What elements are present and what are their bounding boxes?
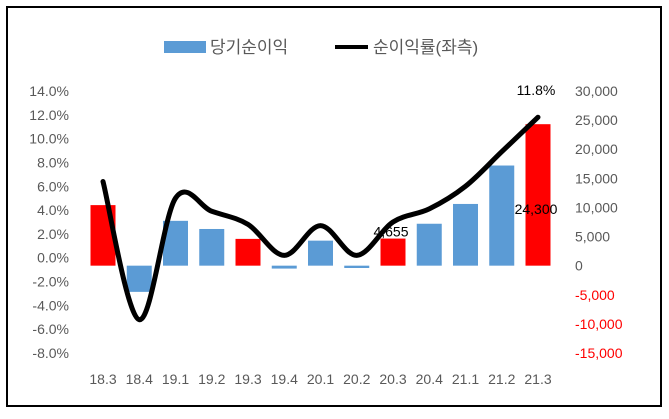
right-axis-ticks: 30,000 25,000 20,000 15,000 10,000 5,000 0 -5,0…	[575, 83, 623, 361]
left-tick-label: 4.0%	[37, 202, 69, 218]
x-tick-label: 19.4	[271, 371, 298, 387]
bar	[235, 238, 261, 266]
left-tick-label: 12.0%	[29, 107, 69, 123]
x-tick-label: 18.3	[89, 371, 116, 387]
right-tick-label: 30,000	[575, 83, 618, 99]
left-tick-label: 6.0%	[37, 178, 69, 194]
bar	[344, 265, 370, 268]
left-tick-label: -2.0%	[32, 274, 69, 290]
chart-border	[6, 6, 662, 407]
bar	[416, 223, 442, 266]
bar	[525, 124, 551, 266]
right-tick-label: -15,000	[575, 345, 623, 361]
x-tick-label: 19.3	[234, 371, 261, 387]
left-axis-ticks: 14.0% 12.0% 10.0% 8.0% 6.0% 4.0% 2.0% 0.0% -2.0%…	[29, 83, 69, 361]
x-tick-label: 21.2	[488, 371, 515, 387]
x-tick-label: 20.1	[307, 371, 334, 387]
left-tick-label: 8.0%	[37, 154, 69, 170]
right-tick-label: -5,000	[575, 287, 615, 303]
x-tick-label: 20.3	[379, 371, 406, 387]
right-tick-label: 10,000	[575, 199, 618, 215]
bar	[199, 228, 225, 266]
bar	[380, 238, 406, 266]
data-labels: 11.8% 24,300 4,655	[373, 82, 557, 239]
right-tick-label: 0	[575, 258, 583, 274]
x-tick-label: 18.4	[126, 371, 153, 387]
right-tick-label: 20,000	[575, 141, 618, 157]
right-tick-label: 15,000	[575, 170, 618, 186]
x-tick-label: 21.1	[452, 371, 479, 387]
data-label: 11.8%	[517, 82, 556, 98]
bar	[453, 203, 478, 266]
x-axis-labels: 18.3 18.4 19.1 19.2 19.3 19.4 20.1 20.2 20.3 20.4…	[89, 371, 551, 387]
right-tick-label: 5,000	[575, 229, 610, 245]
data-label: 24,300	[515, 201, 558, 217]
left-tick-label: -8.0%	[32, 345, 69, 361]
bar	[126, 265, 152, 292]
left-tick-label: 2.0%	[37, 226, 69, 242]
data-label: 4,655	[373, 224, 408, 240]
profit-margin-line	[100, 114, 541, 323]
x-tick-label: 19.2	[198, 371, 225, 387]
right-tick-label: -10,000	[575, 316, 623, 332]
left-tick-label: 14.0%	[29, 83, 69, 99]
bar	[271, 265, 297, 269]
legend-bar-swatch	[164, 41, 206, 53]
x-tick-label: 20.2	[343, 371, 370, 387]
left-tick-label: -4.0%	[32, 297, 69, 313]
bar-series	[90, 124, 551, 292]
left-tick-label: -6.0%	[32, 321, 69, 337]
bar	[489, 165, 515, 266]
x-tick-label: 20.4	[416, 371, 443, 387]
x-tick-label: 21.3	[524, 371, 551, 387]
right-tick-label: 25,000	[575, 112, 618, 128]
legend-bar-label: 당기순이익	[210, 38, 288, 57]
left-tick-label: 10.0%	[29, 131, 69, 147]
x-tick-label: 19.1	[162, 371, 189, 387]
legend: 당기순이익 순이익률(좌측)	[164, 38, 478, 57]
left-tick-label: 0.0%	[37, 250, 69, 266]
bar	[308, 240, 333, 266]
legend-line-label: 순이익률(좌측)	[373, 38, 478, 57]
